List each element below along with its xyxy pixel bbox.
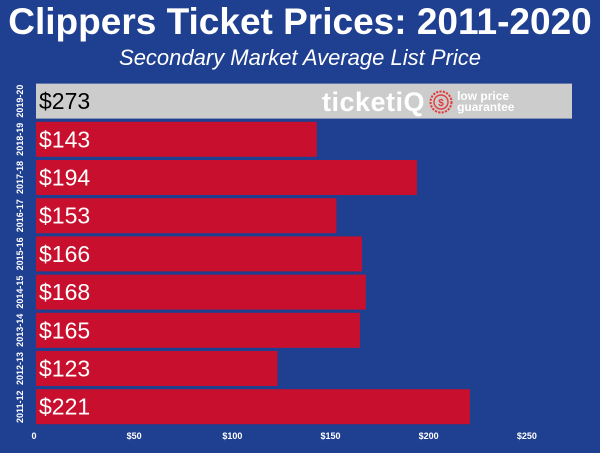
x-tick-label: $150 xyxy=(320,431,340,441)
value-label: $143 xyxy=(39,126,90,152)
value-label: $273 xyxy=(39,88,90,114)
x-tick-label: $250 xyxy=(517,431,537,441)
category-label: 2018-19 xyxy=(15,123,25,156)
bar-2014-15 xyxy=(36,274,366,310)
tagline-line-2: guarantee xyxy=(457,100,515,114)
dollar-seal-icon: $ xyxy=(429,90,453,114)
category-label: 2015-16 xyxy=(15,237,25,270)
logo-text-iq: iQ xyxy=(395,86,426,117)
tagline-line-1: low price xyxy=(457,89,510,103)
category-label: 2017-18 xyxy=(15,161,25,194)
bar-2018-19 xyxy=(36,121,317,157)
chart-title: Clippers Ticket Prices: 2011-2020 xyxy=(8,1,592,42)
value-label: $168 xyxy=(39,279,90,305)
value-label: $221 xyxy=(39,394,90,420)
ticketiq-logo: ticketiQ xyxy=(322,87,425,118)
bar-2019-20 xyxy=(36,83,572,119)
x-tick-label: $200 xyxy=(419,431,439,441)
value-label: $166 xyxy=(39,241,90,267)
category-label: 2019-20 xyxy=(15,85,25,118)
category-label: 2011-12 xyxy=(15,390,25,423)
x-tick-label: $50 xyxy=(127,431,142,441)
bar-2012-13 xyxy=(36,351,278,386)
value-label: $123 xyxy=(39,356,90,382)
value-label: $165 xyxy=(39,317,90,343)
category-label: 2016-17 xyxy=(15,199,25,232)
bar-2017-18 xyxy=(36,160,417,195)
logo-text-main: ticket xyxy=(322,86,396,117)
category-label: 2013-14 xyxy=(15,314,25,347)
chart-subtitle: Secondary Market Average List Price xyxy=(119,45,481,70)
svg-text:$: $ xyxy=(438,98,444,109)
ticketiq-watermark: ticketiQ $ low price guarantee xyxy=(322,87,514,117)
bar-2016-17 xyxy=(36,198,337,234)
value-label: $153 xyxy=(39,203,90,229)
category-label: 2012-13 xyxy=(15,352,25,385)
x-tick-label: $100 xyxy=(222,431,242,441)
category-label: 2014-15 xyxy=(15,276,25,309)
bar-2015-16 xyxy=(36,236,362,272)
bar-2011-12 xyxy=(36,389,470,425)
x-tick-label: 0 xyxy=(31,431,36,441)
bar-2013-14 xyxy=(36,312,360,348)
guarantee-tagline: low price guarantee xyxy=(457,89,515,114)
value-label: $194 xyxy=(39,165,90,191)
